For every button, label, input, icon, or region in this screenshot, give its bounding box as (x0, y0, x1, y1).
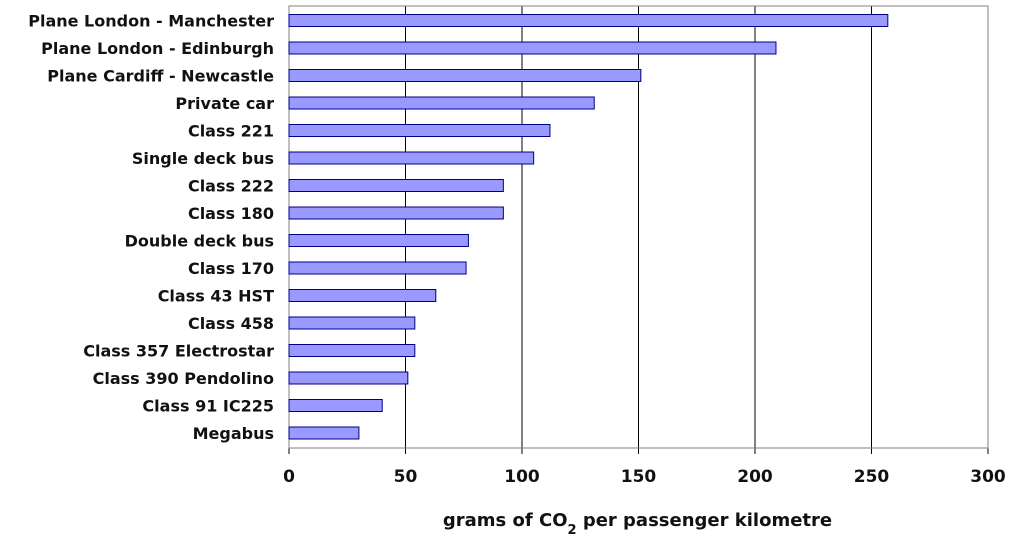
x-axis-label-prefix: grams of CO (443, 510, 568, 531)
category-label-plane-london-edinburgh: Plane London - Edinburgh (41, 39, 274, 58)
bar-plane-london-manchester (288, 14, 889, 27)
category-label-private-car: Private car (175, 94, 274, 113)
plot-area-border (288, 5, 989, 449)
bar-single-deck-bus (288, 151, 535, 165)
category-label-class-170: Class 170 (188, 259, 274, 278)
x-tick-label-100: 100 (504, 467, 540, 487)
bar-plane-london-edinburgh (288, 41, 777, 55)
bar-class-221 (288, 124, 551, 137)
category-label-plane-cardiff-newcastle: Plane Cardiff - Newcastle (47, 67, 274, 86)
x-tick-label-300: 300 (970, 467, 1006, 487)
category-label-double-deck-bus: Double deck bus (125, 232, 274, 251)
bar-class-170 (288, 261, 467, 275)
x-tick-label-250: 250 (854, 467, 890, 487)
x-axis-label: grams of CO2 per passenger kilometre (443, 510, 832, 535)
x-tick-label-150: 150 (621, 467, 657, 487)
category-label-class-222: Class 222 (188, 177, 274, 196)
x-tick-label-200: 200 (737, 467, 773, 487)
category-label-class-458: Class 458 (188, 314, 274, 333)
bar-plane-cardiff-newcastle (288, 69, 642, 82)
category-label-class-43-hst: Class 43 HST (158, 287, 274, 306)
x-axis-tick-labels: 0 50 100 150 200 250 300 (283, 467, 1006, 487)
bar-class-43-hst (288, 289, 437, 302)
bar-private-car (288, 96, 595, 110)
category-label-plane-london-manchester: Plane London - Manchester (28, 12, 274, 31)
bar-megabus (288, 426, 360, 440)
bar-double-deck-bus (288, 234, 469, 247)
bar-class-91-ic225 (288, 399, 383, 412)
category-label-class-180: Class 180 (188, 204, 274, 223)
x-axis-label-suffix: per passenger kilometre (577, 510, 833, 531)
category-label-class-357-electrostar: Class 357 Electrostar (83, 342, 274, 361)
category-label-megabus: Megabus (193, 424, 274, 443)
bar-class-458 (288, 316, 416, 330)
category-label-class-390-pendolino: Class 390 Pendolino (93, 369, 274, 388)
x-tick-label-50: 50 (394, 467, 418, 487)
x-tick-label-0: 0 (283, 467, 295, 487)
bar-class-390-pendolino (288, 371, 409, 385)
x-axis-label-subscript: 2 (568, 523, 577, 535)
category-label-single-deck-bus: Single deck bus (132, 149, 274, 168)
bar-class-357-electrostar (288, 344, 416, 357)
category-label-class-91-ic225: Class 91 IC225 (142, 397, 274, 416)
bars (288, 14, 889, 440)
bar-class-222 (288, 179, 504, 192)
bar-class-180 (288, 206, 504, 220)
category-labels: Plane London - Manchester Plane London - … (28, 12, 274, 444)
category-label-class-221: Class 221 (188, 122, 274, 141)
